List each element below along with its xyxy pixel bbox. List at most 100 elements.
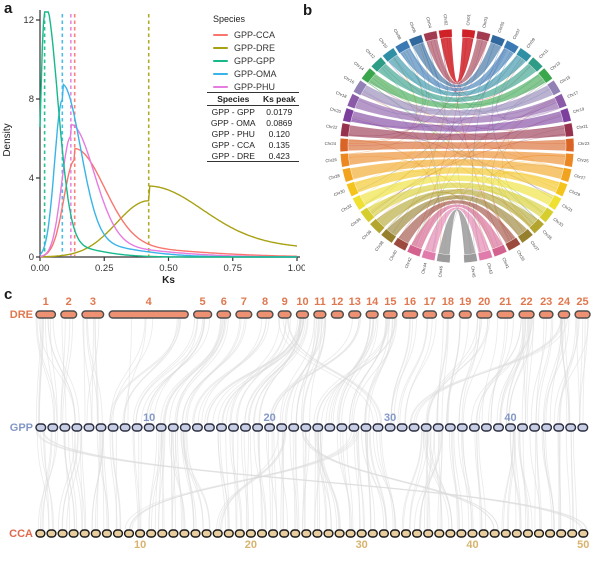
kspeak-cell: 0.0869 [266,117,293,128]
svg-text:1.00: 1.00 [288,263,305,274]
svg-text:Chr38: Chr38 [374,239,385,252]
table-row: GPP - PHU 0.120 [207,128,299,139]
svg-text:16: 16 [404,296,416,308]
svg-text:22: 22 [520,296,532,308]
svg-text:Chr05: Chr05 [497,20,506,33]
species-cell: GPP - DRE [207,150,260,162]
svg-text:Chr03: Chr03 [481,16,489,29]
density-plot-group: 0 4 8 12 0.00 0.25 0.50 0.75 1.00 Ks Density [2,10,305,286]
svg-text:Chr04: Chr04 [425,16,433,29]
gpp-row-label: GPP [10,422,33,434]
svg-text:12: 12 [331,296,343,308]
svg-text:8: 8 [262,296,268,308]
legend-line-swatch [213,72,228,75]
svg-text:Chr36: Chr36 [361,229,373,241]
legend-item: GPP-DRE [213,41,277,54]
svg-text:14: 14 [366,296,379,308]
table-row: GPP - DRE 0.423 [207,150,299,162]
svg-text:17: 17 [424,296,436,308]
svg-text:Chr11: Chr11 [538,47,550,59]
legend-line-swatch [213,33,228,36]
kspeak-cell: 0.0179 [266,106,293,117]
legend-item: GPP-PHU [213,80,277,93]
svg-text:50: 50 [577,539,589,551]
dre-chrom-numbers: 1 2 3 4 5 6 7 8 9 10 11 12 13 14 15 16 17 18 19 20 21 22 23 24 2… [43,296,589,308]
svg-text:19: 19 [459,296,471,308]
svg-text:8: 8 [29,94,34,105]
svg-text:Ks: Ks [162,275,175,286]
svg-text:Chr41: Chr41 [501,257,510,270]
svg-text:0.50: 0.50 [159,263,178,274]
circos-chrom-labels: Chr01 Chr02 Chr03 Chr04 Chr05 Chr06 Chr07 Chr08… [325,13,590,278]
svg-text:Chr24: Chr24 [325,141,337,146]
circos-chords [347,37,567,255]
svg-text:7: 7 [241,296,247,308]
species-cell: GPP - PHU [211,128,255,139]
svg-text:Chr01: Chr01 [465,13,471,26]
dre-row-label: DRE [10,309,33,321]
legend-item-label: GPP-OMA [234,68,277,79]
svg-text:15: 15 [384,296,396,308]
svg-text:Chr16: Chr16 [343,75,356,85]
svg-text:Chr40: Chr40 [388,249,398,262]
legend-line-swatch [213,46,228,49]
svg-text:23: 23 [540,296,552,308]
svg-text:Chr09: Chr09 [525,36,536,49]
svg-text:Chr35: Chr35 [542,229,554,241]
svg-text:Chr17: Chr17 [567,90,580,99]
legend-item: GPP-CCA [213,28,277,41]
svg-text:Chr31: Chr31 [561,203,574,213]
legend-line-swatch [213,85,228,88]
svg-text:11: 11 [314,296,326,308]
table-row: GPP - OMA 0.0869 [207,117,299,128]
table-row: GPP - GPP 0.0179 [207,106,299,118]
svg-text:Chr12: Chr12 [365,48,377,60]
svg-text:12: 12 [23,15,34,26]
gpp-chrom-numbers: 10 20 30 40 [143,412,517,424]
legend-item: GPP-GPP [213,54,277,67]
svg-text:30: 30 [384,412,396,424]
svg-text:Chr44: Chr44 [420,262,428,275]
svg-text:Chr37: Chr37 [529,240,540,253]
svg-text:20: 20 [478,296,490,308]
svg-text:Chr23: Chr23 [578,141,590,146]
svg-text:Chr14: Chr14 [353,60,366,71]
svg-text:25: 25 [576,296,588,308]
svg-text:Chr34: Chr34 [350,216,363,227]
svg-text:Chr18: Chr18 [335,90,348,99]
circos-ring [339,28,575,264]
svg-text:10: 10 [296,296,308,308]
synteny-ribbons [35,317,589,531]
cca-chromosomes [35,529,589,538]
svg-text:Chr06: Chr06 [409,21,418,34]
svg-text:4: 4 [29,173,34,184]
svg-text:Chr07: Chr07 [511,27,521,40]
svg-text:Chr46: Chr46 [437,265,443,278]
legend-item-label: GPP-GPP [234,55,276,66]
svg-text:0: 0 [29,252,34,263]
svg-text:6: 6 [221,296,227,308]
dre-chromosomes [35,310,591,319]
species-cell: GPP - CCA [211,139,255,150]
svg-text:Chr26: Chr26 [325,157,338,163]
panel-a-label: a [4,0,13,17]
svg-text:0.75: 0.75 [224,263,243,274]
svg-text:Chr19: Chr19 [572,106,585,114]
svg-text:4: 4 [146,296,153,308]
svg-text:20: 20 [245,539,257,551]
cca-row-label: CCA [9,528,33,540]
svg-text:24: 24 [558,296,571,308]
svg-text:0.00: 0.00 [31,263,50,274]
svg-text:Chr33: Chr33 [552,217,565,228]
svg-text:Chr08: Chr08 [393,28,403,41]
panel-c-label: c [4,286,13,303]
cca-chrom-numbers: 10 20 30 40 50 [134,539,589,551]
svg-text:40: 40 [466,539,478,551]
svg-text:Chr29: Chr29 [569,188,582,197]
svg-text:Chr21: Chr21 [576,123,589,130]
ks-peak-table: Species Ks peak GPP - GPP 0.0179 GPP - OM… [207,92,299,162]
kspeak-cell: 0.120 [268,128,290,139]
legend-line-swatch [213,59,228,62]
macrosynteny-plot: 1 2 3 4 5 6 7 8 9 10 11 12 13 14 15 16 17 18 19 20 21 22 23 24 2… [9,296,591,551]
